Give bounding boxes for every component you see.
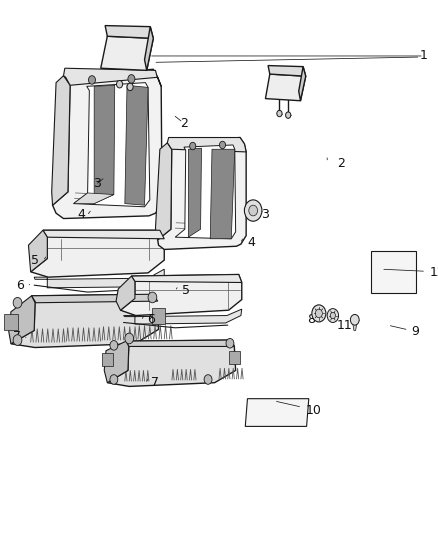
Polygon shape bbox=[105, 26, 153, 38]
Polygon shape bbox=[175, 145, 236, 239]
Circle shape bbox=[277, 110, 282, 117]
Text: 9: 9 bbox=[412, 325, 420, 338]
Circle shape bbox=[286, 112, 291, 118]
Circle shape bbox=[110, 375, 118, 384]
Polygon shape bbox=[116, 276, 135, 310]
Polygon shape bbox=[152, 308, 165, 324]
Polygon shape bbox=[245, 399, 309, 426]
Text: 2: 2 bbox=[180, 117, 188, 130]
Polygon shape bbox=[124, 309, 242, 324]
Polygon shape bbox=[158, 138, 246, 249]
Polygon shape bbox=[120, 274, 242, 316]
Text: 4: 4 bbox=[78, 208, 85, 221]
Polygon shape bbox=[371, 251, 416, 293]
Polygon shape bbox=[131, 274, 242, 282]
Polygon shape bbox=[353, 322, 357, 330]
Text: 6: 6 bbox=[16, 279, 24, 292]
Polygon shape bbox=[101, 36, 153, 70]
Polygon shape bbox=[167, 138, 246, 152]
Text: 11: 11 bbox=[337, 319, 353, 332]
Polygon shape bbox=[31, 230, 164, 277]
Polygon shape bbox=[299, 67, 306, 101]
Polygon shape bbox=[125, 85, 148, 205]
Circle shape bbox=[125, 333, 134, 344]
Circle shape bbox=[190, 142, 196, 150]
Polygon shape bbox=[94, 85, 115, 204]
Polygon shape bbox=[126, 340, 234, 346]
Polygon shape bbox=[229, 351, 240, 364]
Polygon shape bbox=[9, 296, 35, 344]
Polygon shape bbox=[52, 76, 70, 205]
Circle shape bbox=[244, 200, 262, 221]
Circle shape bbox=[219, 141, 226, 149]
Text: 3: 3 bbox=[93, 177, 101, 190]
Circle shape bbox=[88, 76, 95, 84]
Polygon shape bbox=[4, 314, 18, 330]
Text: 7: 7 bbox=[13, 330, 21, 343]
Circle shape bbox=[327, 309, 339, 322]
Polygon shape bbox=[34, 269, 164, 288]
Polygon shape bbox=[74, 83, 150, 207]
Polygon shape bbox=[43, 230, 164, 239]
Circle shape bbox=[204, 375, 212, 384]
Circle shape bbox=[13, 297, 22, 308]
Polygon shape bbox=[210, 149, 235, 239]
Polygon shape bbox=[104, 341, 129, 383]
Text: 1: 1 bbox=[419, 50, 427, 62]
Text: 6: 6 bbox=[147, 313, 155, 326]
Polygon shape bbox=[11, 294, 159, 348]
Text: 5: 5 bbox=[32, 254, 39, 266]
Circle shape bbox=[315, 309, 322, 318]
Polygon shape bbox=[268, 66, 306, 76]
Polygon shape bbox=[32, 294, 158, 303]
Text: 12: 12 bbox=[429, 266, 438, 279]
Circle shape bbox=[249, 205, 258, 216]
Text: 8: 8 bbox=[307, 313, 315, 326]
Text: 7: 7 bbox=[151, 376, 159, 389]
Circle shape bbox=[330, 312, 336, 319]
Circle shape bbox=[128, 75, 135, 83]
Polygon shape bbox=[74, 193, 114, 204]
Circle shape bbox=[312, 305, 326, 322]
Polygon shape bbox=[107, 340, 236, 386]
Text: 4: 4 bbox=[247, 236, 255, 249]
Polygon shape bbox=[188, 148, 201, 237]
Circle shape bbox=[226, 338, 234, 348]
Circle shape bbox=[13, 335, 22, 345]
Polygon shape bbox=[155, 143, 172, 240]
Text: 10: 10 bbox=[306, 404, 321, 417]
Circle shape bbox=[117, 80, 123, 88]
Polygon shape bbox=[102, 353, 113, 366]
Circle shape bbox=[148, 292, 157, 303]
Polygon shape bbox=[64, 68, 161, 86]
Polygon shape bbox=[145, 27, 153, 70]
Polygon shape bbox=[28, 230, 47, 272]
Polygon shape bbox=[53, 69, 162, 219]
Text: 3: 3 bbox=[261, 208, 268, 221]
Text: 5: 5 bbox=[182, 284, 190, 297]
Circle shape bbox=[110, 341, 118, 350]
Circle shape bbox=[350, 314, 359, 325]
Text: 2: 2 bbox=[337, 157, 345, 169]
Circle shape bbox=[127, 83, 133, 91]
Polygon shape bbox=[265, 74, 306, 101]
